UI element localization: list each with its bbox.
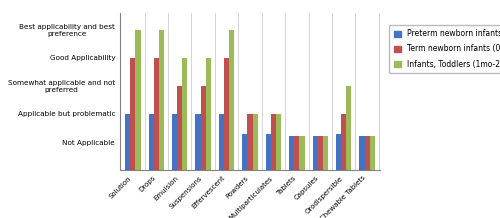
Bar bbox=[206, 58, 211, 170]
Bar bbox=[125, 114, 130, 170]
Bar bbox=[182, 58, 188, 170]
Bar bbox=[271, 114, 276, 170]
Bar bbox=[266, 134, 271, 170]
Bar bbox=[341, 114, 346, 170]
Bar bbox=[154, 58, 159, 170]
Bar bbox=[370, 136, 375, 170]
Bar bbox=[276, 114, 281, 170]
Bar bbox=[229, 30, 234, 170]
Bar bbox=[364, 136, 370, 170]
Bar bbox=[130, 58, 136, 170]
Bar bbox=[219, 114, 224, 170]
Bar bbox=[196, 114, 200, 170]
Bar bbox=[248, 114, 252, 170]
Bar bbox=[148, 114, 154, 170]
Bar bbox=[242, 134, 248, 170]
Bar bbox=[172, 114, 177, 170]
Bar bbox=[200, 86, 205, 170]
Bar bbox=[289, 136, 294, 170]
Bar bbox=[136, 30, 140, 170]
Bar bbox=[177, 86, 182, 170]
Legend: Preterm newborn infants, Term newborn infants (0-28days), Infants, Toddlers (1mo: Preterm newborn infants, Term newborn in… bbox=[389, 25, 500, 73]
Bar bbox=[294, 136, 300, 170]
Bar bbox=[159, 30, 164, 170]
Bar bbox=[252, 114, 258, 170]
Bar bbox=[312, 136, 318, 170]
Bar bbox=[300, 136, 304, 170]
Bar bbox=[323, 136, 328, 170]
Bar bbox=[224, 58, 229, 170]
Bar bbox=[318, 136, 323, 170]
Bar bbox=[336, 134, 341, 170]
Bar bbox=[360, 136, 364, 170]
Bar bbox=[346, 86, 352, 170]
